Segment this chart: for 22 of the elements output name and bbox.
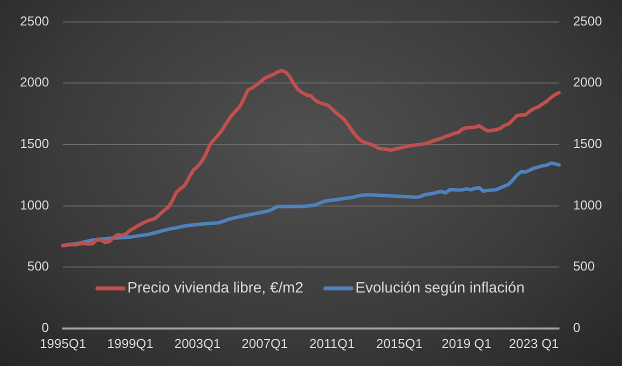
y-tick-label: 0 <box>42 320 49 335</box>
y-tick-label: 1000 <box>20 197 49 212</box>
y2-tick-label: 1500 <box>573 136 602 152</box>
y-tick-label: 500 <box>27 258 49 274</box>
legend-label: Precio vivienda libre, €/m2 <box>127 280 304 297</box>
legend-label: Evolución según inflación <box>355 280 525 297</box>
y2-tick-label: 500 <box>573 258 595 274</box>
x-tick-label: 2007Q1 <box>242 336 288 351</box>
x-tick-label: 2011Q1 <box>309 336 355 351</box>
x-tick-label: 1999Q1 <box>107 336 154 351</box>
y2-tick-label: 2000 <box>573 74 602 90</box>
y-tick-label: 1500 <box>20 136 49 152</box>
y-tick-label: 2500 <box>20 13 49 28</box>
x-tick-label: 1995Q1 <box>40 336 86 351</box>
x-tick-label: 2023 Q1 <box>508 336 559 351</box>
x-tick-label: 2015Q1 <box>376 336 422 351</box>
y2-tick-label: 0 <box>573 320 580 335</box>
y2-tick-label: 1000 <box>573 197 602 212</box>
y2-tick-label: 2500 <box>573 13 602 28</box>
x-tick-label: 2019 Q1 <box>442 336 492 351</box>
y-tick-label: 2000 <box>20 74 49 90</box>
x-tick-label: 2003Q1 <box>174 336 221 351</box>
